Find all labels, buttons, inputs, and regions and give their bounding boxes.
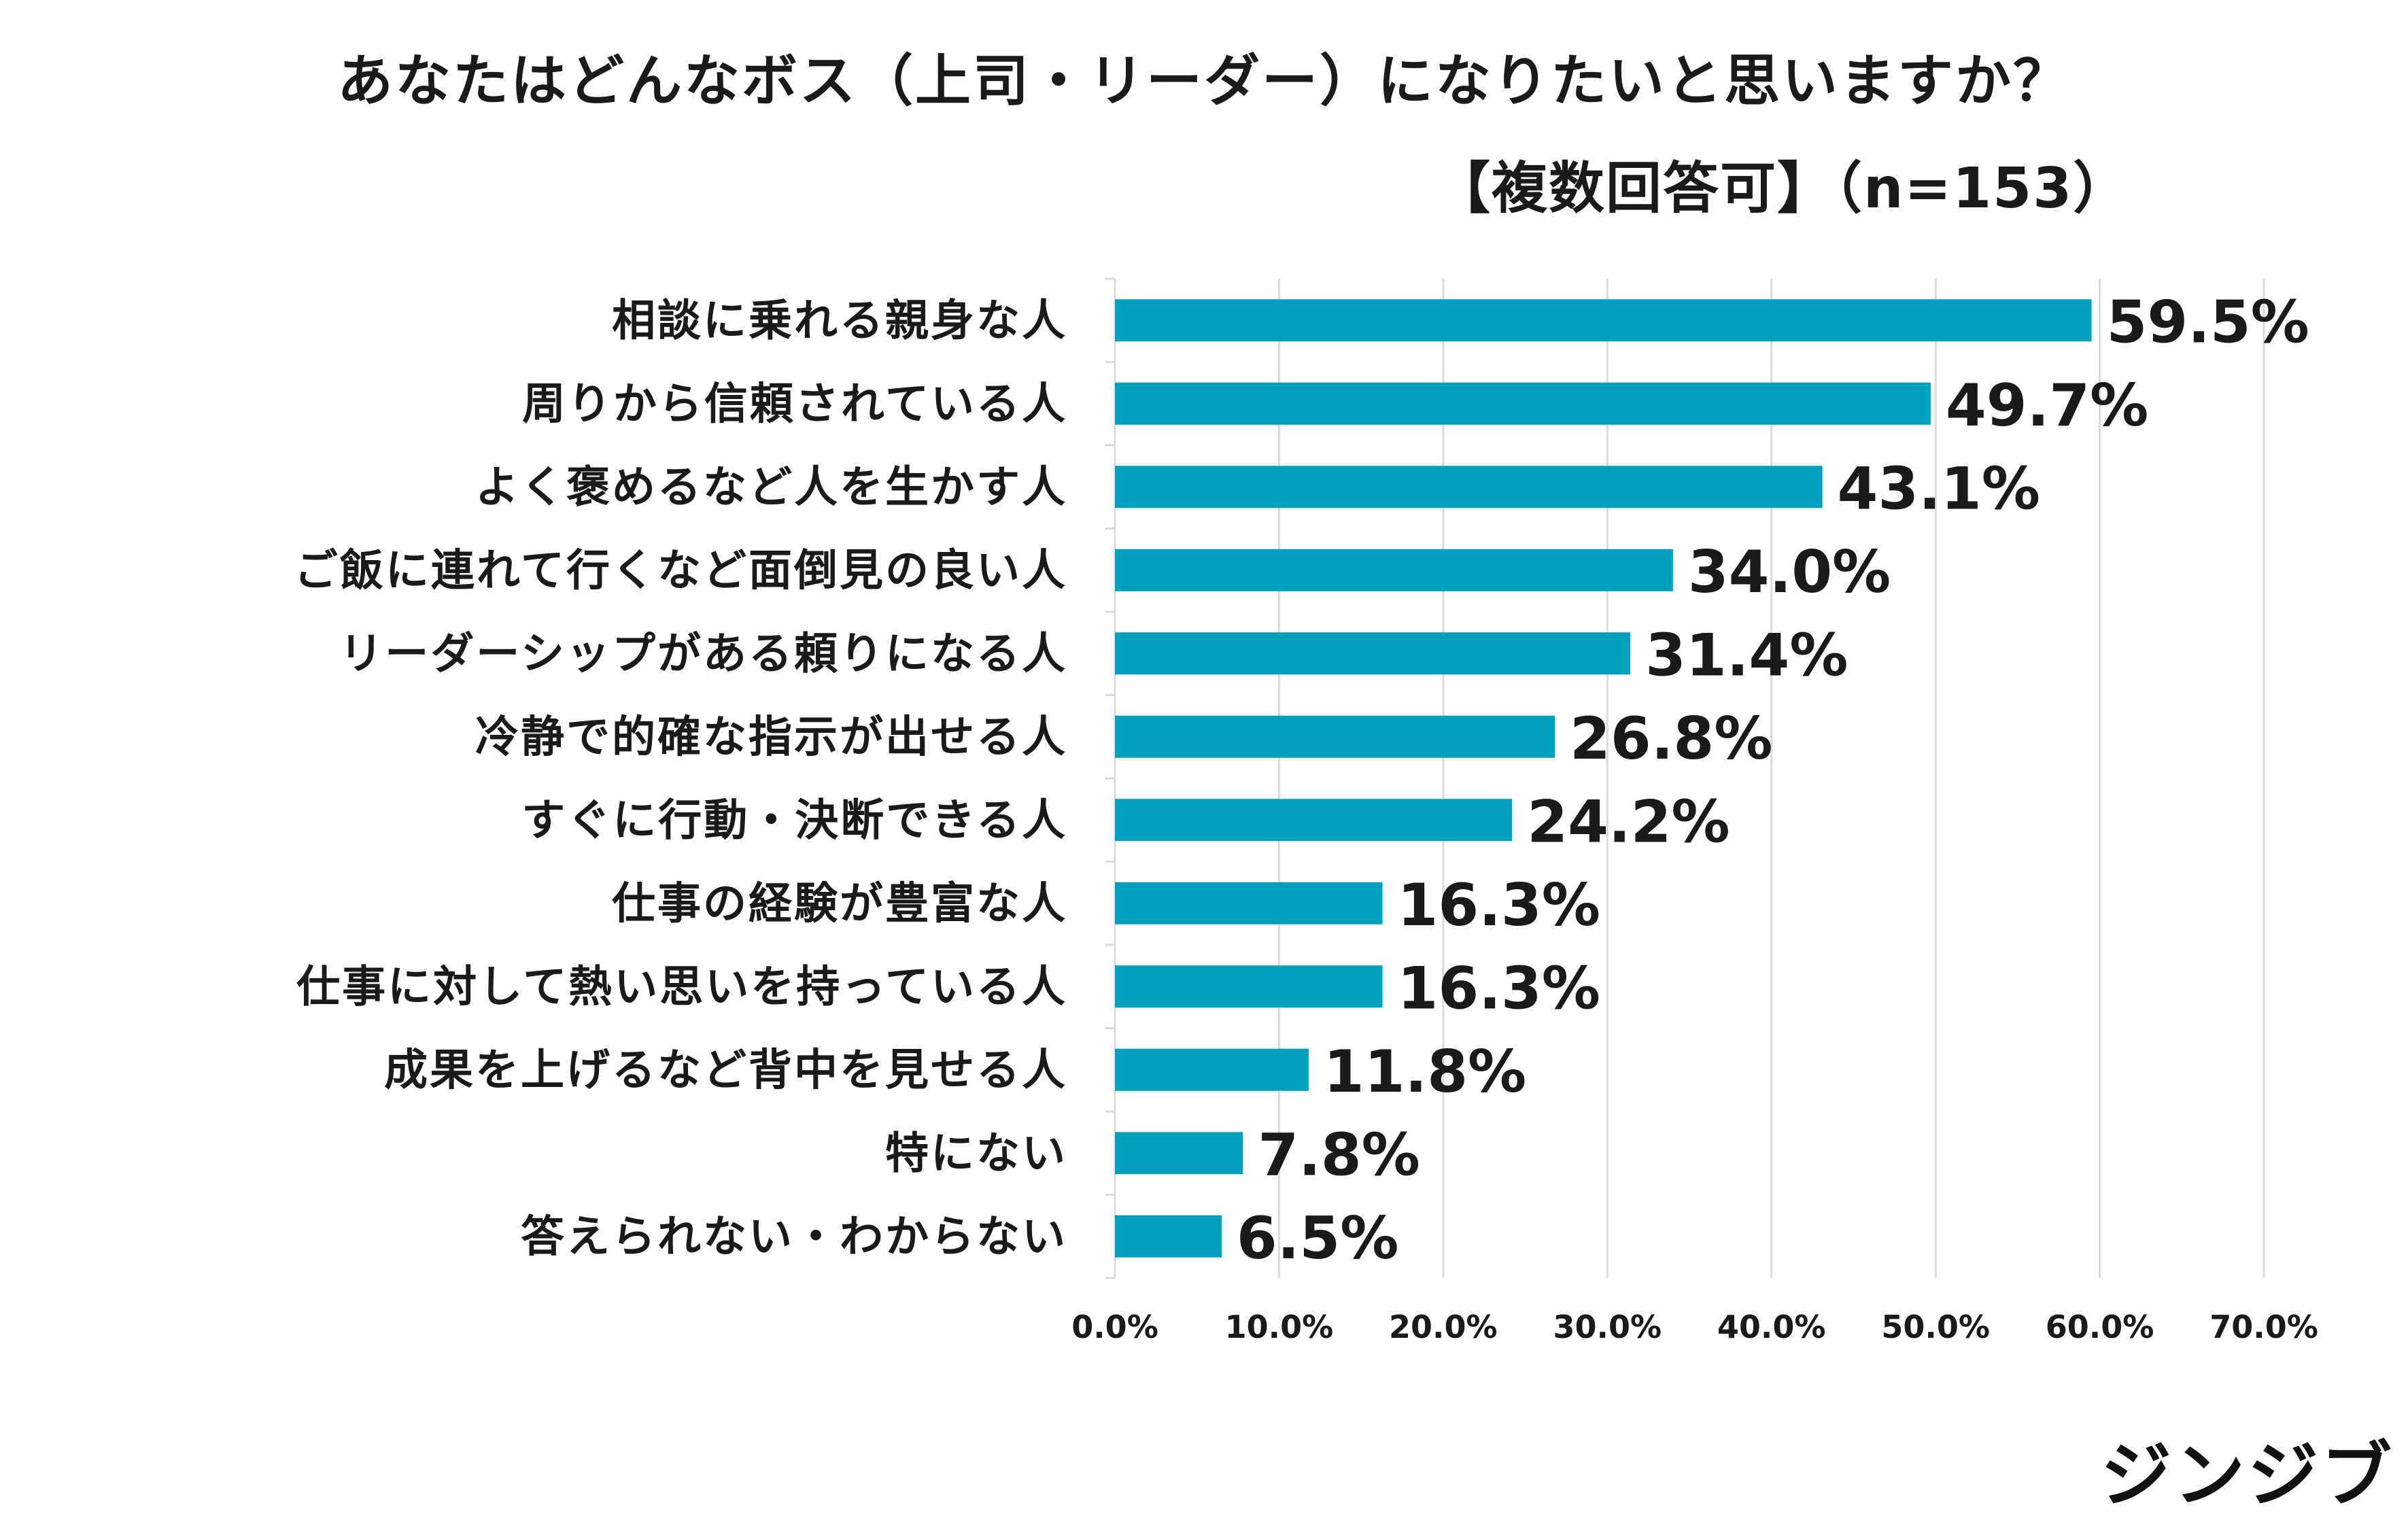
category-label: 特にない — [885, 1128, 1067, 1179]
value-label: 49.7% — [1946, 372, 2148, 440]
chart-subtitle: 【複数回答可】（n=153） — [1434, 156, 2131, 221]
x-tick-label: 30.0% — [1553, 1309, 1662, 1345]
category-label: 冷静で的確な指示が出せる人 — [475, 712, 1067, 763]
x-tick-label: 10.0% — [1225, 1309, 1334, 1345]
bar — [1115, 549, 1673, 591]
value-label: 7.8% — [1258, 1121, 1420, 1189]
value-label: 34.0% — [1688, 538, 1891, 606]
x-tick-label: 20.0% — [1389, 1309, 1498, 1345]
value-label: 6.5% — [1237, 1205, 1399, 1273]
x-tick-label: 70.0% — [2209, 1309, 2318, 1345]
category-label: 答えられない・わからない — [521, 1212, 1067, 1262]
bar — [1115, 882, 1383, 925]
value-label: 24.2% — [1527, 788, 1730, 856]
grid-lines — [1105, 277, 2265, 1279]
x-tick-label: 60.0% — [2046, 1309, 2154, 1345]
bar — [1115, 965, 1383, 1008]
bar — [1115, 1215, 1222, 1258]
bar — [1115, 715, 1555, 758]
x-tick-label: 0.0% — [1071, 1309, 1158, 1345]
category-label: よく褒めるなど人を生かす人 — [475, 462, 1067, 513]
value-labels: 59.5% 49.7% 43.1% 34.0% 31.4% 26.8% 24.2% 16.3%… — [1237, 288, 2309, 1273]
category-label: 成果を上げるなど背中を見せる人 — [384, 1046, 1067, 1096]
value-label: 16.3% — [1398, 954, 1600, 1022]
jinjib-logo: ジンジブ — [2101, 1434, 2395, 1517]
x-axis-tick-labels: 0.0% 10.0% 20.0% 30.0% 40.0% 50.0% 60.0% 70.0% — [1071, 1309, 2318, 1345]
category-label: リーダーシップがある頼りになる人 — [339, 629, 1067, 679]
category-label: 仕事に対して熱い思いを持っている人 — [296, 962, 1067, 1012]
bar — [1115, 382, 1931, 425]
category-label: 周りから信頼されている人 — [522, 379, 1067, 430]
value-label: 11.8% — [1324, 1038, 1526, 1106]
value-label: 26.8% — [1570, 705, 1772, 773]
chart-title: あなたはどんなボス（上司・リーダー）になりたいと思いますか？ — [337, 49, 2071, 114]
value-label: 59.5% — [2107, 288, 2309, 356]
bars — [1115, 299, 2092, 1258]
x-tick-label: 50.0% — [1881, 1309, 1990, 1345]
value-label: 43.1% — [1838, 455, 2040, 523]
bar — [1115, 1132, 1243, 1175]
category-label: ご飯に連れて行くなど面倒見の良い人 — [294, 546, 1067, 596]
category-label: 仕事の経験が豊富な人 — [612, 879, 1067, 929]
x-tick-label: 40.0% — [1717, 1309, 1826, 1345]
category-label: すぐに行動・決断できる人 — [521, 795, 1067, 846]
category-label: 相談に乗れる親身な人 — [612, 296, 1067, 346]
bar — [1115, 632, 1631, 675]
bar — [1115, 799, 1513, 842]
value-label: 31.4% — [1645, 621, 1848, 689]
value-label: 16.3% — [1398, 871, 1600, 939]
category-labels: 相談に乗れる親身な人周りから信頼されている人よく褒めるなど人を生かす人ご飯に連れ… — [294, 296, 1067, 1262]
bar — [1115, 466, 1823, 508]
bar — [1115, 299, 2092, 342]
bar — [1115, 1048, 1309, 1091]
